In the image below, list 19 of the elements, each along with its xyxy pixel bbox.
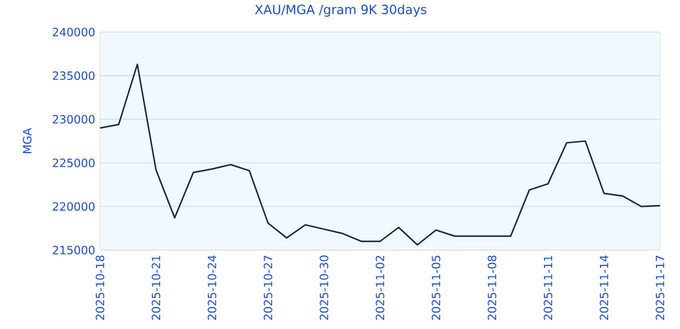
- x-tick-label: 2025-11-08: [488, 256, 496, 320]
- y-axis-title: MGA: [22, 128, 32, 154]
- y-tick-label: 235000: [52, 72, 95, 80]
- y-tick-label: 230000: [52, 115, 95, 124]
- x-tick-label: 2025-10-27: [264, 256, 272, 320]
- y-tick-label: 220000: [52, 202, 95, 211]
- x-tick-label: 2025-11-14: [600, 256, 608, 320]
- x-tick-label: 2025-11-11: [544, 256, 552, 320]
- y-tick-label: 240000: [52, 28, 95, 36]
- x-tick-label: 2025-10-30: [320, 256, 328, 320]
- y-tick-label: 225000: [52, 158, 95, 168]
- y-tick-label: 215000: [52, 246, 95, 254]
- x-tick-label: 2025-10-21: [152, 256, 160, 320]
- x-tick-label: 2025-11-17: [656, 256, 664, 320]
- chart-title: XAU/MGA /gram 9K 30days: [254, 4, 426, 17]
- x-tick-label: 2025-10-18: [96, 256, 104, 320]
- x-tick-label: 2025-10-24: [208, 256, 216, 320]
- x-tick-label: 2025-11-02: [376, 256, 384, 320]
- x-tick-label: 2025-11-05: [432, 256, 440, 320]
